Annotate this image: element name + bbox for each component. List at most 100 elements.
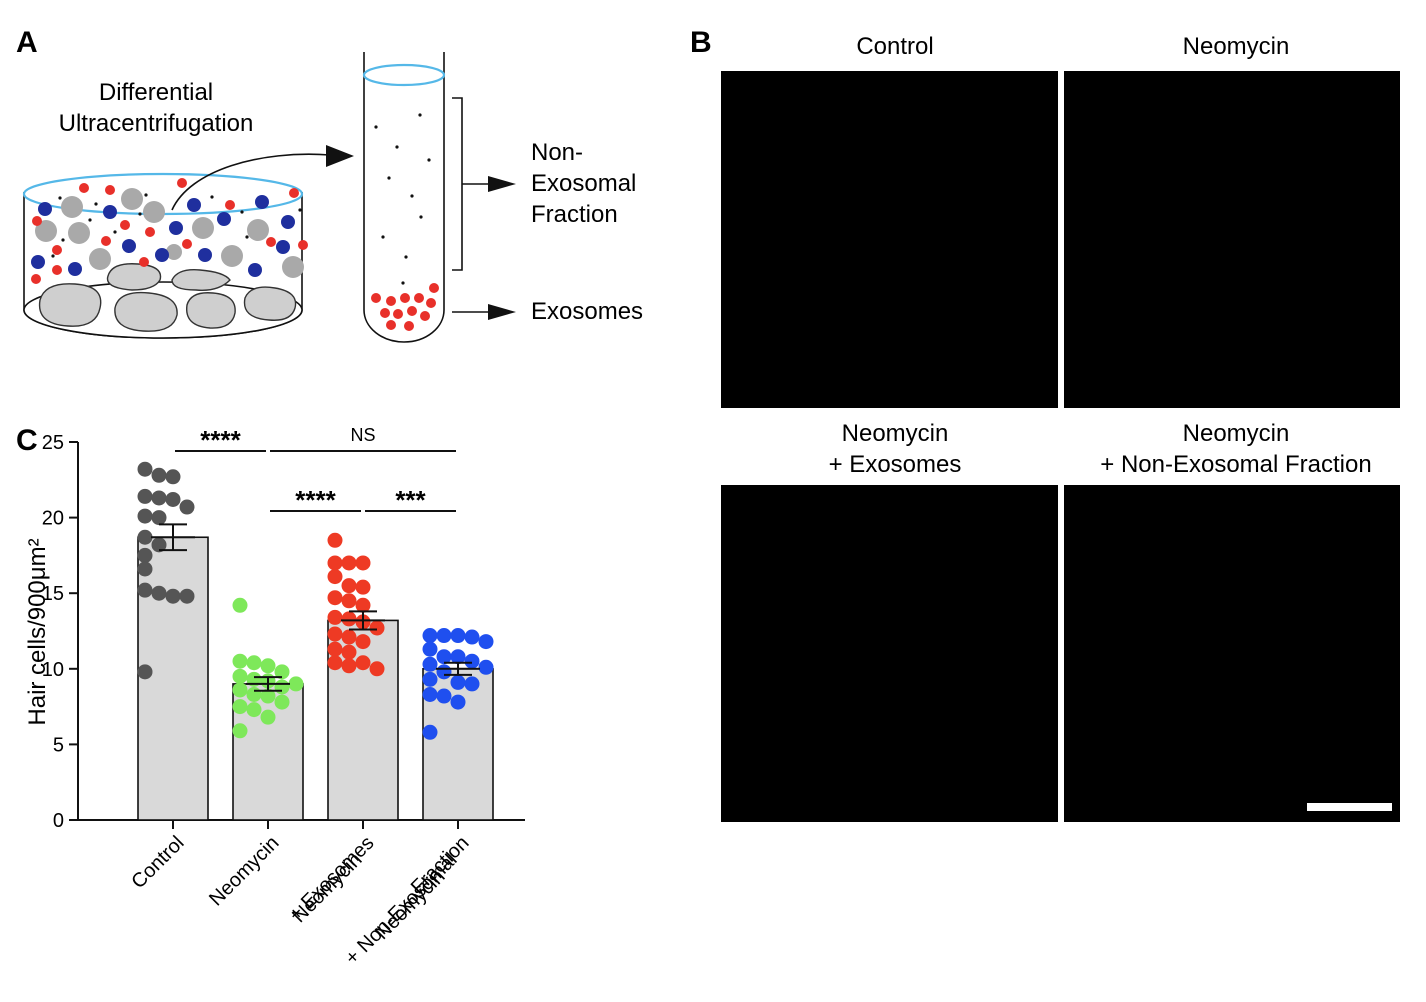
data-point-control xyxy=(151,585,167,601)
category-label-2-1: + Exosomes xyxy=(285,832,379,926)
ultracentrifugation-title-line2: Ultracentrifugation xyxy=(59,110,254,137)
y-tick-label-10: 10 xyxy=(42,659,64,681)
data-point-exosomes xyxy=(341,593,357,609)
data-point-exosomes xyxy=(341,658,357,674)
micrograph-neomycin-nonexosomal xyxy=(1064,485,1400,822)
data-point-exosomes xyxy=(341,644,357,660)
data-point-control xyxy=(137,547,153,563)
transfer-arrowhead xyxy=(326,145,354,167)
data-point-nonexosomal xyxy=(422,628,438,644)
exosomes-label: Exosomes xyxy=(531,298,643,325)
data-point-exosomes xyxy=(369,661,385,677)
exosomes-arrowhead xyxy=(488,304,516,320)
data-point-control xyxy=(137,561,153,577)
data-point-nonexosomal xyxy=(478,634,494,650)
image-label-neomycin-nonexosomal-line2: + Non-Exosomal Fraction xyxy=(1100,451,1371,478)
data-point-neomycin xyxy=(232,723,248,739)
nonexosomal-label-line2: Exosomal xyxy=(531,170,636,197)
nonexosomal-label-line3: Fraction xyxy=(531,201,618,228)
data-point-exosomes xyxy=(355,597,371,613)
data-point-neomycin xyxy=(232,597,248,613)
data-point-neomycin xyxy=(246,702,262,718)
y-tick-label-20: 20 xyxy=(42,508,64,530)
data-point-neomycin xyxy=(232,653,248,669)
significance-label-2: **** xyxy=(295,485,336,515)
category-label-1-0: Neomycin xyxy=(205,832,283,910)
data-point-nonexosomal xyxy=(436,688,452,704)
data-point-exosomes xyxy=(327,569,343,585)
data-point-control xyxy=(179,588,195,604)
panel-b: B Control Neomycin Neomycin + Exosomes N… xyxy=(690,26,1400,822)
ultracentrifugation-title-line1: Differential xyxy=(99,79,213,106)
data-point-nonexosomal xyxy=(436,664,452,680)
significance-label-1: NS xyxy=(350,425,375,445)
data-point-control xyxy=(151,490,167,506)
data-point-control xyxy=(165,469,181,485)
data-point-nonexosomal xyxy=(422,641,438,657)
data-point-exosomes xyxy=(355,655,371,671)
data-point-exosomes xyxy=(327,626,343,642)
data-point-nonexosomal xyxy=(464,629,480,645)
y-tick-label-0: 0 xyxy=(53,810,64,832)
data-point-neomycin xyxy=(260,658,276,674)
significance-label-3: *** xyxy=(395,485,426,515)
transfer-arrow xyxy=(171,153,331,211)
data-point-exosomes xyxy=(369,620,385,636)
data-point-exosomes xyxy=(327,555,343,571)
data-point-control xyxy=(151,467,167,483)
data-point-nonexosomal xyxy=(436,628,452,644)
data-point-neomycin xyxy=(246,655,262,671)
micrograph-neomycin xyxy=(1064,71,1400,408)
data-point-exosomes xyxy=(327,532,343,548)
panel-c-letter: C xyxy=(16,424,38,457)
data-point-nonexosomal xyxy=(450,628,466,644)
data-point-exosomes xyxy=(355,634,371,650)
data-point-nonexosomal xyxy=(422,656,438,672)
data-point-control xyxy=(137,582,153,598)
centrifuge-tube-illustration xyxy=(362,52,446,343)
data-point-nonexosomal xyxy=(464,676,480,692)
data-point-control xyxy=(137,508,153,524)
y-tick-label-15: 15 xyxy=(42,583,64,605)
data-point-neomycin xyxy=(232,682,248,698)
bar-control xyxy=(137,536,209,821)
data-point-control xyxy=(179,499,195,515)
data-point-control xyxy=(137,664,153,680)
data-point-neomycin xyxy=(274,679,290,695)
data-point-neomycin xyxy=(260,709,276,725)
image-label-neomycin-nonexosomal-line1: Neomycin xyxy=(1183,420,1290,447)
data-point-exosomes xyxy=(341,611,357,627)
data-point-exosomes xyxy=(355,579,371,595)
data-point-neomycin xyxy=(288,676,304,692)
data-point-control xyxy=(137,461,153,477)
image-label-neomycin: Neomycin xyxy=(1183,33,1290,60)
y-tick-label-5: 5 xyxy=(53,734,64,756)
data-point-neomycin xyxy=(246,687,262,703)
scale-bar xyxy=(1307,803,1392,811)
data-point-control xyxy=(137,529,153,545)
data-point-exosomes xyxy=(327,655,343,671)
data-point-control xyxy=(151,510,167,526)
data-point-nonexosomal xyxy=(450,649,466,665)
image-label-neomycin-exosomes-line2: + Exosomes xyxy=(829,451,962,478)
data-point-control xyxy=(151,537,167,553)
nonexosomal-bracket xyxy=(452,97,463,271)
nonexosomal-label-line1: Non- xyxy=(531,139,583,166)
data-point-nonexosomal xyxy=(450,674,466,690)
data-point-exosomes xyxy=(355,555,371,571)
data-point-nonexosomal xyxy=(422,724,438,740)
significance-label-0: **** xyxy=(200,425,241,455)
data-point-nonexosomal xyxy=(422,671,438,687)
y-axis-label: Hair cells/900μm² xyxy=(24,538,51,725)
data-point-nonexosomal xyxy=(464,653,480,669)
data-point-exosomes xyxy=(341,629,357,645)
micrograph-neomycin-exosomes xyxy=(721,485,1058,822)
data-point-exosomes xyxy=(327,609,343,625)
data-point-neomycin xyxy=(260,688,276,704)
data-point-exosomes xyxy=(341,555,357,571)
image-label-control: Control xyxy=(856,33,933,60)
data-point-neomycin xyxy=(232,668,248,684)
data-point-nonexosomal xyxy=(478,659,494,675)
data-point-nonexosomal xyxy=(450,694,466,710)
